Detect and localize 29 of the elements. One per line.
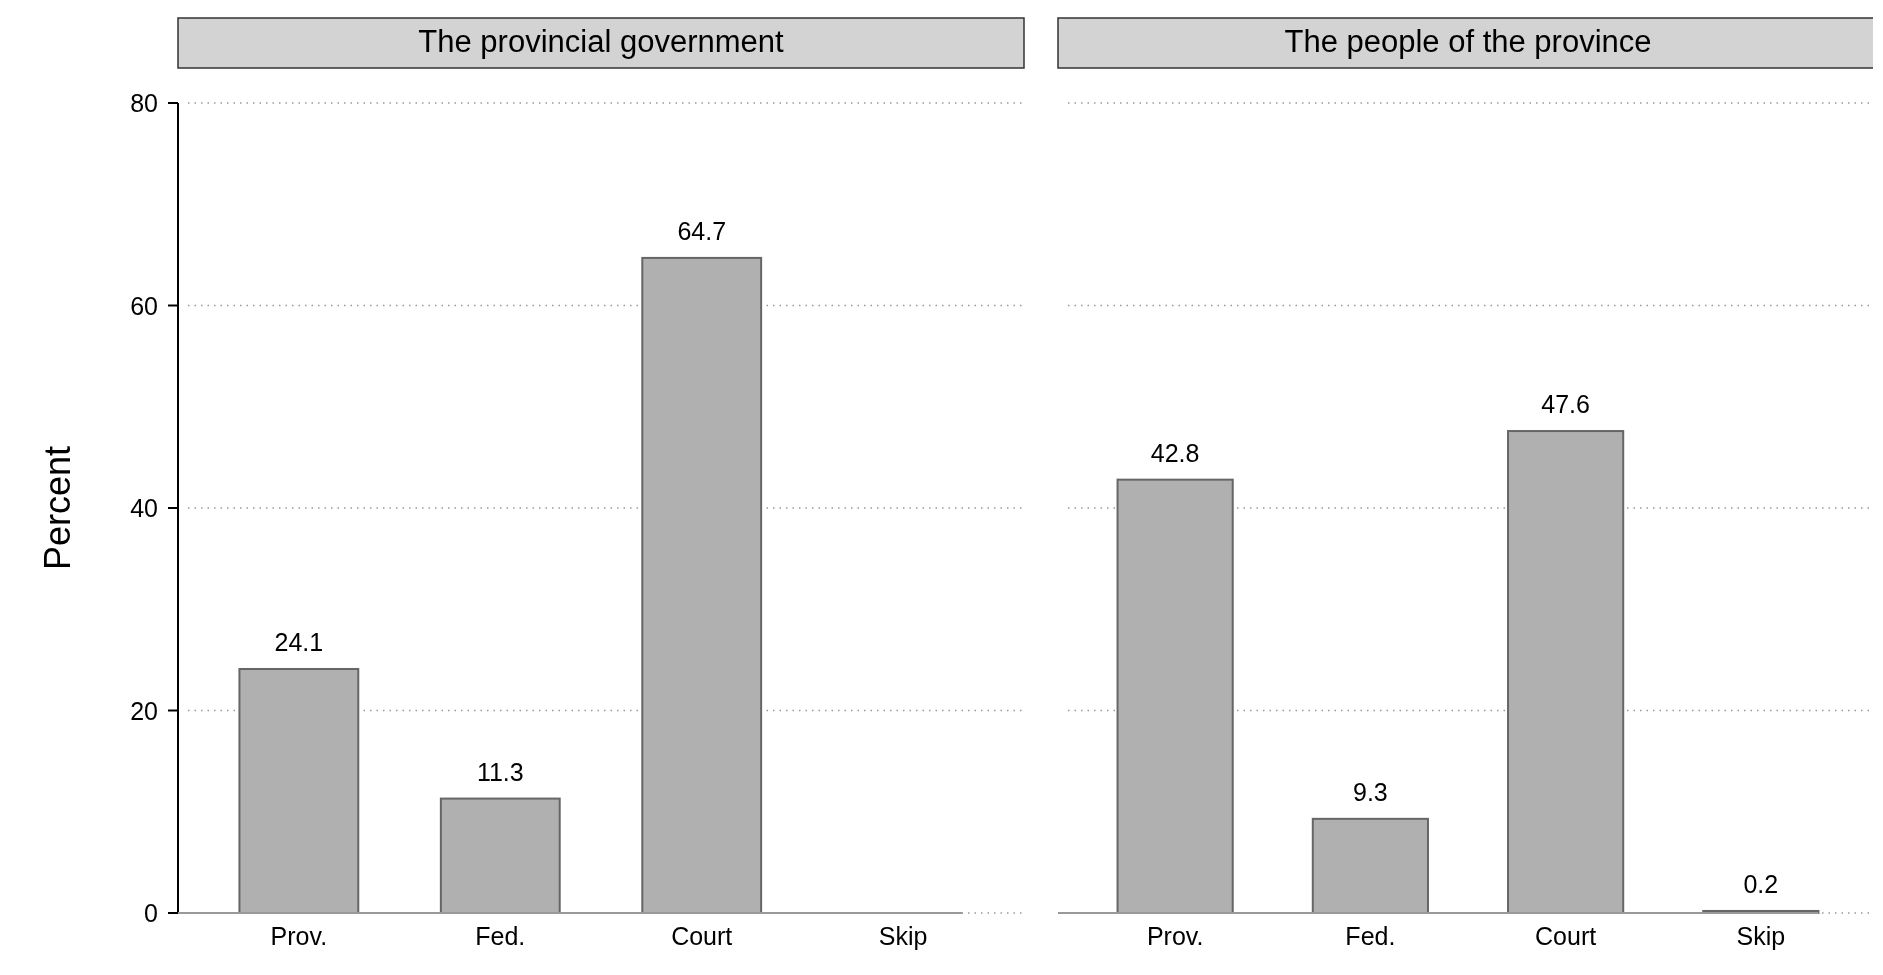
y-tick-label: 40 xyxy=(130,494,158,522)
x-tick-label: Prov. xyxy=(270,922,328,950)
bar xyxy=(1507,430,1625,914)
data-label: 64.7 xyxy=(677,216,727,245)
x-tick-label: Fed. xyxy=(1345,922,1396,950)
y-axis-title: Percent xyxy=(37,445,78,571)
data-label: 9.3 xyxy=(1353,777,1388,806)
data-label: 24.1 xyxy=(274,627,324,656)
chart-title: The people of the province xyxy=(1284,24,1652,59)
y-tick-label: 60 xyxy=(130,291,158,320)
chart-title: The provincial government xyxy=(418,24,785,59)
data-label: 42.8 xyxy=(1150,438,1200,467)
x-tick-label: Court xyxy=(1535,922,1597,950)
x-tick-label: Fed. xyxy=(475,922,526,950)
y-tick-label: 20 xyxy=(130,696,158,725)
bar xyxy=(1311,817,1429,914)
data-label: 11.3 xyxy=(476,757,524,786)
data-label: 0.2 xyxy=(1743,869,1779,898)
bar xyxy=(238,667,360,914)
y-tick-label: 80 xyxy=(130,89,158,117)
x-tick-label: Skip xyxy=(878,922,928,950)
bar xyxy=(1116,478,1234,914)
y-tick-label: 0 xyxy=(144,899,158,927)
bar xyxy=(641,256,763,914)
bar xyxy=(439,797,561,914)
x-tick-label: Skip xyxy=(1736,922,1786,950)
data-label: 47.6 xyxy=(1541,390,1590,419)
x-tick-label: Court xyxy=(671,922,733,950)
x-tick-label: Prov. xyxy=(1146,922,1204,950)
